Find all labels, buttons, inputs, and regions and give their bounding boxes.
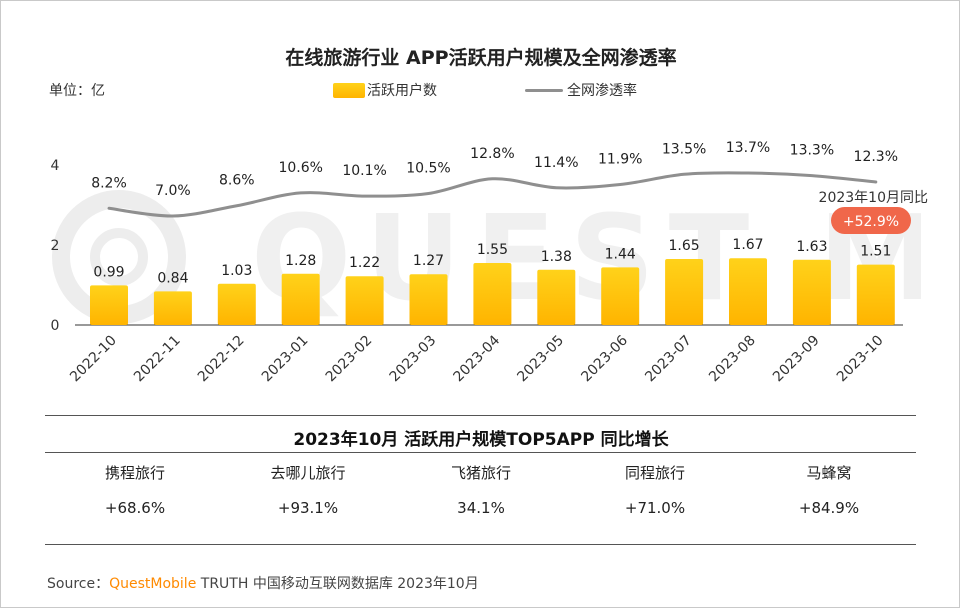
- table-title: 2023年10月 活跃用户规模TOP5APP 同比增长: [293, 430, 669, 450]
- x-tick-label: 2023-06: [578, 332, 631, 385]
- bar: [90, 285, 128, 325]
- bar: [729, 258, 767, 325]
- app-growth: +71.0%: [624, 499, 686, 517]
- legend-bar-swatch: [333, 82, 365, 98]
- bar-value-label: 0.84: [157, 270, 188, 286]
- legend-item-bars: 活跃用户数: [333, 80, 437, 100]
- app-name: 飞猪旅行: [450, 464, 511, 482]
- bar-value-label: 1.63: [796, 239, 827, 255]
- chart-plot: 0 2 4 0.99 0.84 1.03 1.28 1.22 1.27 1.55 1.38 1.44 1…: [51, 140, 928, 386]
- bar-value-label: 1.44: [605, 246, 636, 262]
- bar-value-label: 1.65: [669, 238, 700, 254]
- app-growth: +93.1%: [277, 499, 339, 517]
- line-value-label: 11.4%: [534, 155, 578, 171]
- legend-line-label: 全网渗透率: [567, 83, 637, 99]
- bar-value-label: 1.22: [349, 255, 380, 271]
- chart-title: 在线旅游行业 APP活跃用户规模及全网渗透率: [285, 47, 677, 69]
- y-tick-label: 2: [51, 238, 60, 254]
- bar: [473, 263, 512, 325]
- table-mid-divider: [45, 452, 916, 453]
- x-tick-label: 2022-10: [67, 333, 120, 386]
- bar: [345, 276, 384, 325]
- line-value-label: 12.8%: [470, 146, 514, 162]
- bar-value-label: 1.51: [860, 244, 891, 260]
- app-name: 同程旅行: [624, 464, 685, 482]
- x-tick-label: 2023-08: [706, 333, 759, 386]
- bar-value-label: 1.27: [413, 253, 444, 269]
- line-value-label: 8.2%: [91, 175, 127, 191]
- bar: [281, 273, 320, 325]
- bar-value-label: 1.38: [541, 249, 572, 265]
- line-value-label: 7.0%: [155, 183, 191, 199]
- source-prefix: Source：: [47, 576, 110, 592]
- table-top-divider: [45, 415, 916, 416]
- app-name: 携程旅行: [104, 464, 165, 482]
- line-value-label: 11.9%: [598, 152, 642, 168]
- bar: [601, 267, 640, 325]
- bar: [665, 259, 704, 325]
- x-tick-label: 2023-03: [387, 333, 440, 386]
- bar: [792, 259, 831, 325]
- line-value-label: 13.5%: [662, 141, 706, 157]
- legend-item-line: 全网渗透率: [525, 80, 637, 100]
- bar-value-label: 1.67: [732, 237, 763, 253]
- source-note: Source：QuestMobile TRUTH 中国移动互联网数据库 2023…: [47, 573, 479, 593]
- bar: [217, 283, 256, 325]
- unit-label: 单位：亿: [49, 83, 105, 99]
- y-tick-label: 0: [51, 318, 60, 334]
- source-rest: TRUTH 中国移动互联网数据库 2023年10月: [196, 576, 479, 592]
- yoy-annotation: 2023年10月同比: [819, 190, 928, 206]
- line-value-label: 12.3%: [854, 149, 898, 165]
- app-name: 去哪儿旅行: [270, 464, 346, 482]
- x-tick-label: 2023-01: [259, 333, 312, 386]
- bar: [537, 269, 576, 325]
- bar-value-label: 0.99: [93, 264, 124, 280]
- line-value-label: 13.7%: [726, 140, 770, 156]
- app-growth: +84.9%: [798, 499, 860, 517]
- x-tick-label: 2023-02: [323, 333, 376, 386]
- legend-bar-label: 活跃用户数: [367, 83, 437, 99]
- bar-value-label: 1.03: [221, 263, 252, 279]
- legend-line-swatch: [525, 88, 563, 92]
- yoy-badge: [831, 207, 911, 234]
- line-value-label: 8.6%: [219, 173, 255, 189]
- x-tick-label: 2023-04: [451, 332, 504, 385]
- y-tick-label: 4: [51, 158, 60, 174]
- bar: [856, 264, 895, 325]
- x-tick-label: 2022-12: [195, 333, 248, 386]
- bar: [409, 274, 448, 325]
- line-value-label: 10.5%: [406, 161, 450, 177]
- x-tick-label: 2023-07: [642, 333, 695, 386]
- bar-value-label: 1.28: [285, 253, 316, 269]
- line-value-label: 10.6%: [278, 160, 322, 176]
- x-tick-label: 2023-09: [770, 333, 823, 386]
- app-growth: 34.1%: [457, 499, 505, 517]
- x-tick-label: 2023-05: [514, 333, 567, 386]
- x-tick-label: 2023-10: [834, 333, 887, 386]
- penetration-line: [107, 171, 878, 218]
- app-name: 马蜂窝: [806, 464, 852, 482]
- yoy-badge-value: +52.9%: [843, 214, 899, 230]
- app-growth: +68.6%: [104, 499, 166, 517]
- bar: [153, 291, 192, 325]
- line-value-label: 13.3%: [790, 143, 834, 159]
- source-brand: QuestMobile: [109, 576, 197, 592]
- bar-value-label: 1.55: [477, 242, 508, 258]
- line-value-label: 10.1%: [342, 163, 386, 179]
- x-tick-label: 2022-11: [131, 333, 184, 386]
- table-bottom-divider: [45, 544, 916, 545]
